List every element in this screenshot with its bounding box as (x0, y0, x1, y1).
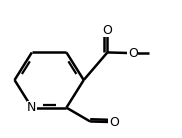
Text: O: O (102, 24, 112, 37)
Text: N: N (27, 101, 37, 114)
Text: O: O (109, 116, 119, 129)
Text: O: O (128, 47, 138, 60)
